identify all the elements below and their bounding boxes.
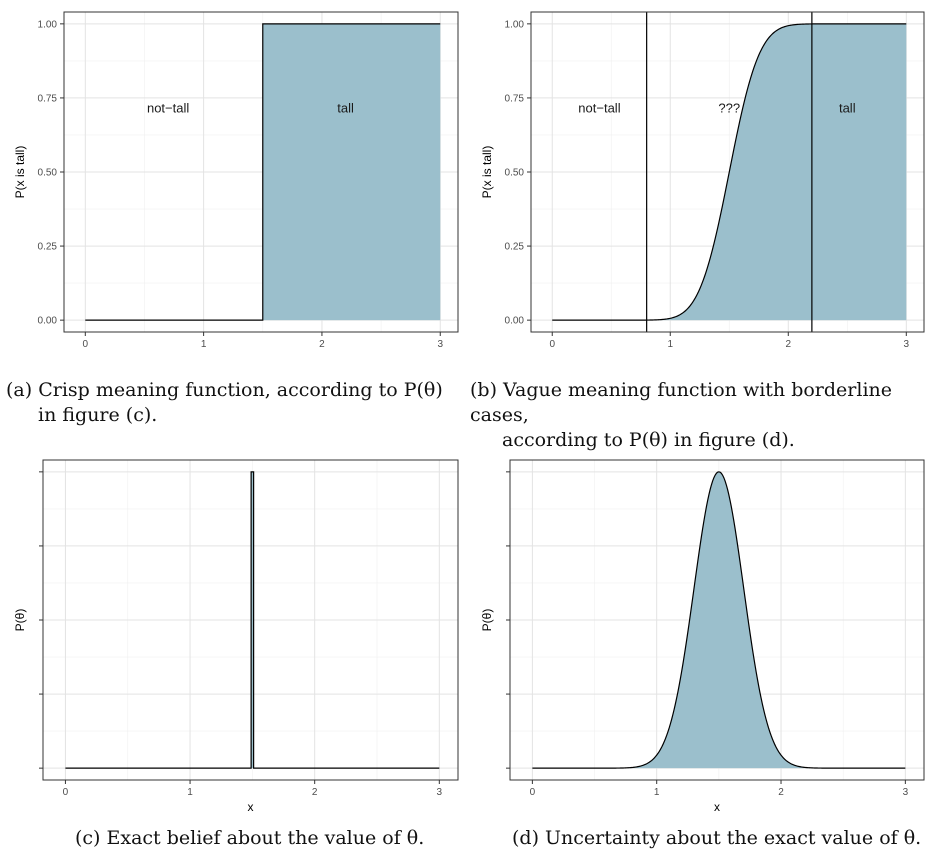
chart-panel-b: not−tall??? tall 0 1 2 3 0.00 0.25 0.50 0.75 1.00 P…: [480, 11, 925, 350]
y-axis-label: P(θ): [480, 609, 494, 632]
x-axis-label: x: [248, 800, 254, 814]
annotation-label: not−tall: [578, 101, 620, 116]
x-tick-label: 3: [437, 787, 443, 798]
y-axis-label: P(x is tall): [13, 146, 27, 199]
series-line: [65, 471, 440, 769]
caption-b: (b) Vague meaning function with borderli…: [470, 378, 943, 453]
caption-d: (d) Uncertainty about the exact value of…: [512, 827, 922, 849]
y-tick-label: 0.75: [38, 93, 58, 104]
x-tick-label: 2: [778, 787, 784, 798]
series-area: [65, 471, 440, 769]
series-line: [532, 471, 906, 769]
caption-b-line2: according to P(θ) in figure (d).: [502, 429, 795, 451]
x-tick-label: 2: [785, 339, 791, 350]
y-tick-label: 0.25: [38, 242, 58, 253]
annotation-label: tall: [337, 101, 354, 116]
x-tick-label: 2: [319, 339, 325, 350]
y-tick-label: 1.00: [38, 19, 58, 30]
y-axis-label: P(θ): [13, 609, 27, 632]
annotation-label: ???: [718, 101, 740, 116]
x-tick-label: 0: [549, 339, 555, 350]
y-tick-label: 0.75: [505, 93, 525, 104]
x-tick-label: 3: [904, 339, 910, 350]
caption-a-line2: in figure (c).: [38, 404, 158, 426]
series-area: [532, 471, 906, 769]
x-tick-label: 1: [667, 339, 673, 350]
grid: [43, 460, 458, 780]
x-tick-label: 1: [187, 787, 193, 798]
x-tick-label: 1: [201, 339, 207, 350]
x-tick-label: 3: [903, 787, 909, 798]
series-line: [552, 23, 907, 321]
chart-panel-a: not−tall tall 0 1 2 3 0.00 0.25 0.50 0.75 1.00 P(x …: [13, 11, 459, 350]
caption-b-line1: Vague meaning function with borderline c…: [470, 379, 893, 426]
x-tick-label: 2: [312, 787, 318, 798]
y-tick-label: 0.50: [38, 168, 58, 179]
x-tick-label: 3: [437, 339, 443, 350]
x-tick-label: 0: [530, 787, 536, 798]
caption-a-line1: Crisp meaning function, according to P(θ…: [38, 379, 443, 401]
y-tick-label: 0.00: [505, 316, 525, 327]
y-tick-label: 0.00: [38, 316, 58, 327]
series-line: [85, 23, 441, 321]
caption-a-label: (a): [6, 379, 33, 401]
y-tick-label: 1.00: [505, 19, 525, 30]
chart-panel-d: 0 1 2 3 P(θ) x: [480, 459, 925, 814]
chart-panel-c: 0 1 2 3 P(θ) x: [13, 459, 459, 814]
annotation-label: tall: [839, 101, 856, 116]
annotation-label: not−tall: [147, 101, 189, 116]
y-axis-label: P(x is tall): [480, 146, 494, 199]
x-tick-label: 0: [83, 339, 89, 350]
caption-c: (c) Exact belief about the value of θ.: [75, 827, 425, 849]
y-tick-label: 0.50: [505, 168, 525, 179]
x-tick-label: 1: [654, 787, 660, 798]
caption-a: (a) Crisp meaning function, according to…: [6, 378, 456, 428]
caption-b-label: (b): [470, 379, 497, 401]
y-tick-label: 0.25: [505, 242, 525, 253]
x-tick-label: 0: [63, 787, 69, 798]
x-axis-label: x: [714, 800, 720, 814]
